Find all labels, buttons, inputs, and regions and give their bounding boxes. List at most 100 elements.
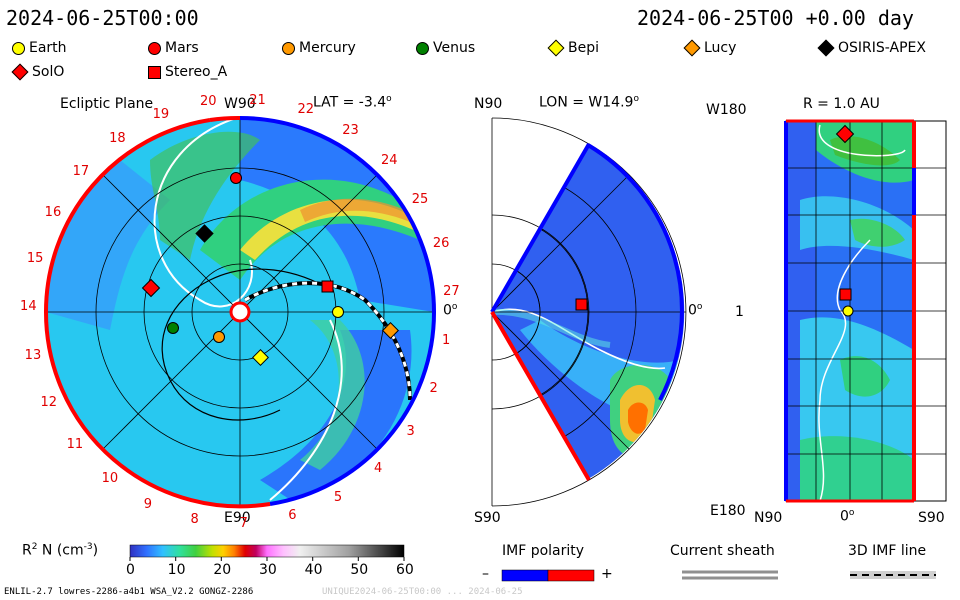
legend-label: Mercury — [299, 40, 356, 56]
imf-positive-swatch — [547, 569, 595, 582]
radial-stereo-a-marker — [839, 288, 852, 301]
legend-item-venus: Venus — [416, 40, 475, 56]
colorbar-label: R2 N (cm-3) — [22, 542, 99, 559]
carrington-number: 4 — [373, 461, 383, 477]
carrington-number: 22 — [297, 102, 315, 118]
carrington-number: 13 — [24, 348, 42, 364]
carrington-number: 2 — [429, 381, 438, 396]
carrington-number: 19 — [152, 107, 170, 123]
radial-mid-label: 1 — [735, 304, 744, 320]
meridional-lon-label: LON = W14.9o — [539, 94, 639, 111]
legend-item-bepi: Bepi — [547, 39, 599, 57]
radial-panel — [784, 119, 947, 503]
carrington-number: 9 — [143, 496, 152, 512]
carrington-number: 18 — [109, 131, 126, 147]
carrington-number: 3 — [406, 424, 415, 440]
footer-right: UNIQUE2024-06-25T00:00 ... 2024-06-25 — [322, 587, 523, 597]
imf3d-title: 3D IMF line — [848, 543, 927, 559]
carrington-number: 5 — [333, 489, 343, 505]
legend-item-mercury: Mercury — [282, 40, 356, 56]
imf-plus: + — [601, 566, 613, 582]
earth-marker — [332, 306, 344, 318]
ecliptic-right-label: 0o — [443, 302, 458, 319]
legend-circle-icon — [148, 41, 161, 55]
colorbar-tick-label: 0 — [126, 562, 135, 578]
carrington-number: 12 — [40, 394, 58, 410]
legend-label: Lucy — [704, 40, 737, 56]
carrington-number: 10 — [101, 471, 119, 487]
colorbar-tick-label: 30 — [259, 562, 277, 578]
time-left: 2024-06-25T00:00 — [6, 6, 199, 30]
ecliptic-lat-label: LAT = -3.4o — [313, 94, 392, 111]
legend-circle-icon — [12, 41, 25, 55]
osiris-apex-marker — [195, 224, 214, 243]
imf-negative-swatch — [501, 569, 549, 582]
meridional-panel — [490, 117, 687, 507]
legend-item-stereo-a: Stereo_A — [148, 64, 227, 80]
legend-circle-icon — [282, 41, 295, 55]
carrington-number: 23 — [342, 122, 359, 138]
mercury-marker — [213, 331, 225, 343]
meridional-top-label: N90 — [474, 96, 503, 112]
ecliptic-top-label: W90 — [224, 96, 256, 112]
time-right: 2024-06-25T00 +0.00 day — [637, 6, 914, 30]
carrington-number: 15 — [26, 250, 44, 266]
radial-x-mid: 0o — [840, 508, 855, 525]
colorbar-tick-label: 20 — [213, 562, 232, 578]
imf-minus: – — [482, 566, 489, 582]
stereo-a-marker — [321, 280, 334, 293]
legend-label: Venus — [433, 40, 476, 56]
imf-title: IMF polarity — [502, 543, 585, 559]
legend-square-icon — [148, 65, 161, 79]
carrington-number: 11 — [66, 436, 84, 452]
lucy-marker — [382, 322, 399, 339]
radial-x-right: S90 — [918, 510, 945, 526]
legend-item-mars: Mars — [148, 40, 199, 56]
carrington-number: 14 — [20, 299, 37, 315]
legend-item-earth: Earth — [12, 40, 67, 56]
legend-item-solo: SolO — [11, 63, 65, 81]
meridional-right-label: 0o — [688, 302, 703, 319]
ecliptic-title: Ecliptic Plane — [60, 96, 154, 112]
meridional-bottom-label: S90 — [474, 510, 501, 526]
solo-marker — [141, 278, 161, 298]
legend-label: SolO — [32, 64, 65, 80]
carrington-number: 21 — [249, 92, 266, 108]
radial-title: R = 1.0 AU — [803, 96, 880, 112]
legend-circle-icon — [416, 41, 429, 55]
legend-label: Mars — [165, 40, 199, 56]
carrington-number: 8 — [190, 511, 199, 527]
bepi-marker — [252, 349, 269, 366]
carrington-number: 24 — [380, 153, 398, 169]
colorbar-tick-label: 40 — [304, 562, 323, 578]
legend-item-osiris-apex: OSIRIS-APEX — [817, 39, 926, 57]
carrington-number: 17 — [72, 164, 90, 180]
legend-label: Bepi — [568, 40, 599, 56]
ecliptic-panel — [43, 115, 437, 509]
radial-bottom-label: E180 — [710, 503, 746, 519]
carrington-number: 16 — [44, 204, 62, 220]
colorbar-tick-label: 10 — [167, 562, 186, 578]
radial-earth-marker — [842, 305, 854, 317]
radial-top-label: W180 — [706, 102, 747, 118]
footer-left: ENLIL-2.7 lowres-2286-a4b1 WSA_V2.2 GONG… — [4, 587, 254, 597]
mars-marker — [230, 172, 242, 184]
legend-item-lucy: Lucy — [683, 39, 737, 57]
radial-solo-marker — [835, 124, 855, 144]
legend-label: OSIRIS-APEX — [838, 40, 926, 56]
ecliptic-bottom-label: E90 — [224, 510, 251, 526]
carrington-number: 6 — [288, 508, 297, 524]
colorbar-tick-label: 60 — [396, 562, 414, 578]
sheath-title: Current sheath — [670, 543, 775, 559]
carrington-number: 27 — [443, 284, 460, 300]
carrington-number: 26 — [432, 236, 450, 252]
carrington-number: 7 — [239, 515, 248, 531]
colorbar — [129, 544, 405, 558]
meridional-stereo-a-marker — [575, 298, 588, 311]
legend-label: Stereo_A — [165, 64, 228, 80]
carrington-number: 1 — [441, 333, 451, 349]
radial-x-left: N90 — [754, 510, 783, 526]
carrington-number: 20 — [200, 94, 217, 110]
carrington-number: 25 — [411, 191, 429, 207]
